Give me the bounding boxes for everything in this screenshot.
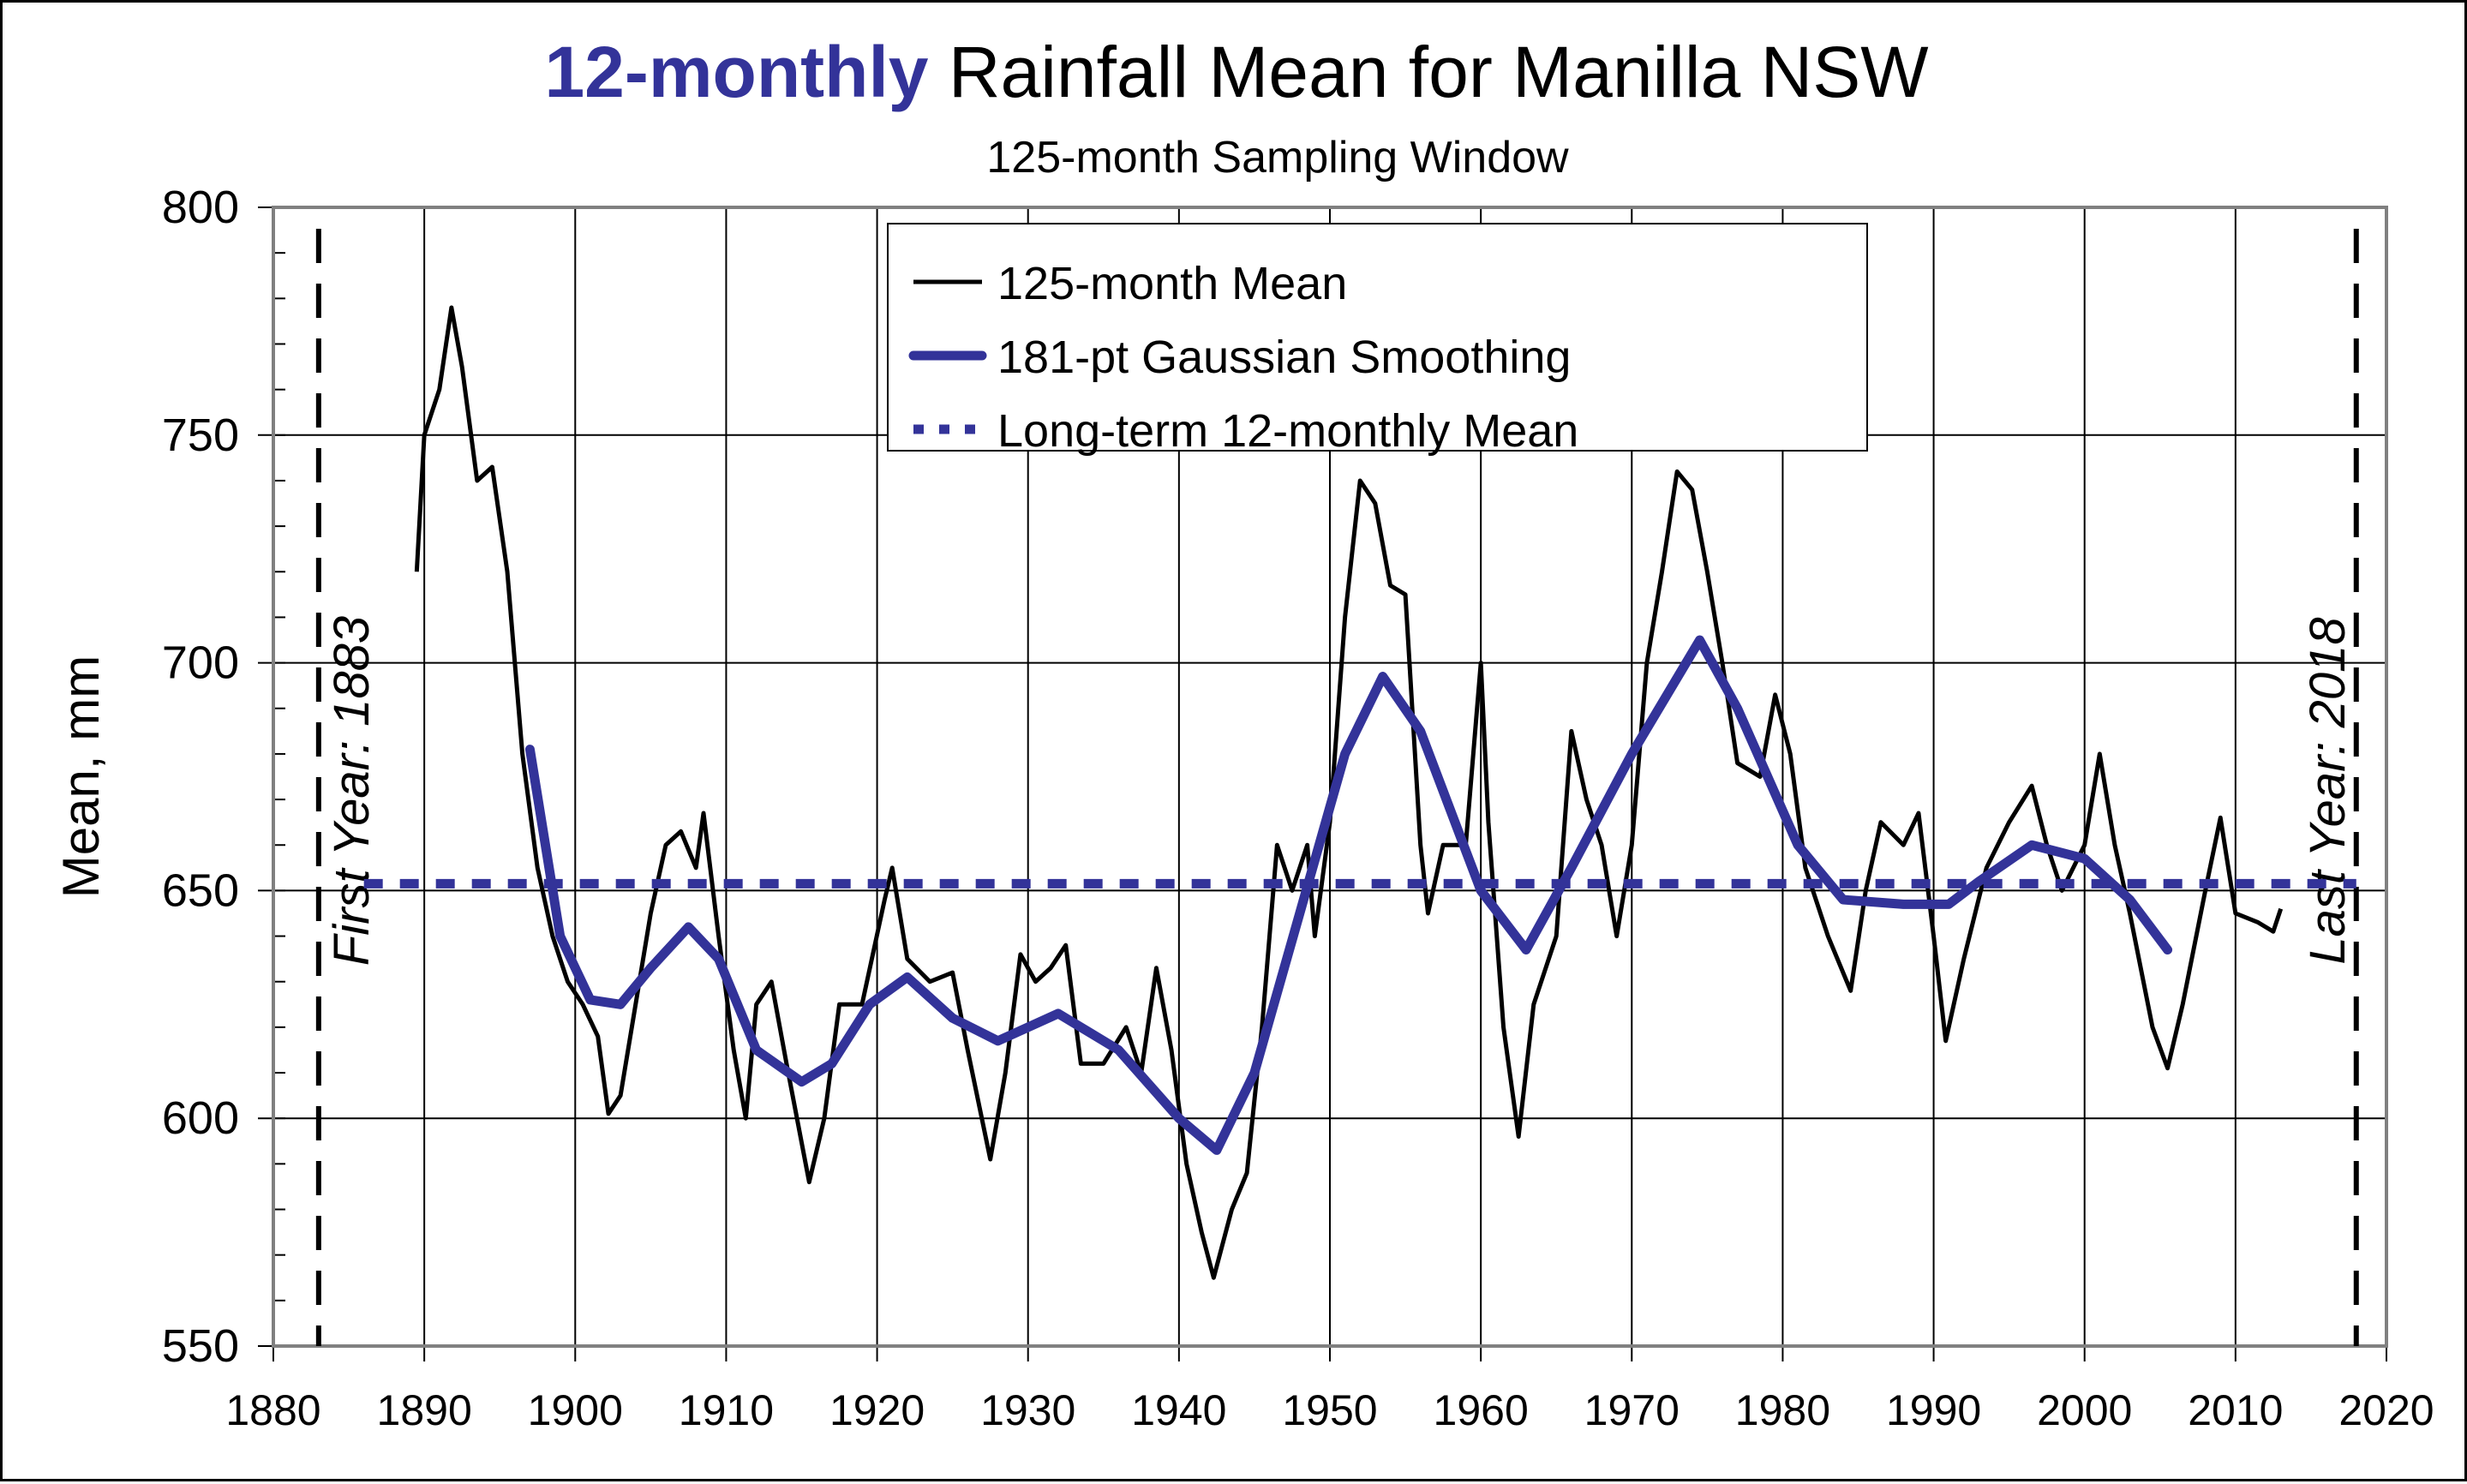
year-marker-label: First Year: 1883: [324, 616, 380, 966]
chart-svg: 12-monthly Rainfall Mean for Manilla NSW…: [3, 3, 2467, 1484]
x-tick-label: 1900: [528, 1386, 623, 1434]
x-tick-label: 1960: [1434, 1386, 1529, 1434]
legend: 125-month Mean 181-pt Gaussian Smoothing L…: [888, 224, 1867, 457]
x-tick-label: 1970: [1584, 1386, 1680, 1434]
chart-title-rest: Rainfall Mean for Manilla NSW: [929, 32, 1929, 112]
x-tick-label: 1940: [1131, 1386, 1226, 1434]
y-tick-label: 550: [162, 1320, 239, 1372]
y-axis-label: Mean, mm: [52, 655, 110, 898]
x-tick-label: 1910: [679, 1386, 774, 1434]
x-tick-label: 1990: [1886, 1386, 1981, 1434]
legend-label: 181-pt Gaussian Smoothing: [997, 332, 1571, 383]
x-tick-label: 2000: [2037, 1386, 2132, 1434]
chart-title-highlight: 12-monthly: [544, 32, 928, 112]
y-tick-label: 750: [162, 410, 239, 461]
y-tick-label: 700: [162, 637, 239, 689]
legend-label: Long-term 12-monthly Mean: [997, 405, 1578, 457]
x-tick-label: 1980: [1735, 1386, 1830, 1434]
chart-subtitle: 125-month Sampling Window: [986, 133, 1569, 183]
y-tick-label: 600: [162, 1092, 239, 1144]
x-tick-label: 1890: [377, 1386, 472, 1434]
chart-title: 12-monthly Rainfall Mean for Manilla NSW: [544, 32, 1928, 112]
series-gaussian-smoothing: [530, 640, 2167, 1150]
x-tick-label: 2020: [2338, 1386, 2434, 1434]
legend-label: 125-month Mean: [997, 258, 1347, 309]
y-tick-label: 800: [162, 182, 239, 233]
x-tick-label: 1950: [1282, 1386, 1377, 1434]
x-tick-label: 1920: [829, 1386, 925, 1434]
year-marker-label: Last Year: 2018: [2300, 617, 2356, 964]
x-tick-label: 1880: [225, 1386, 320, 1434]
x-tick-label: 2010: [2188, 1386, 2283, 1434]
y-tick-label: 650: [162, 865, 239, 916]
x-tick-label: 1930: [980, 1386, 1075, 1434]
